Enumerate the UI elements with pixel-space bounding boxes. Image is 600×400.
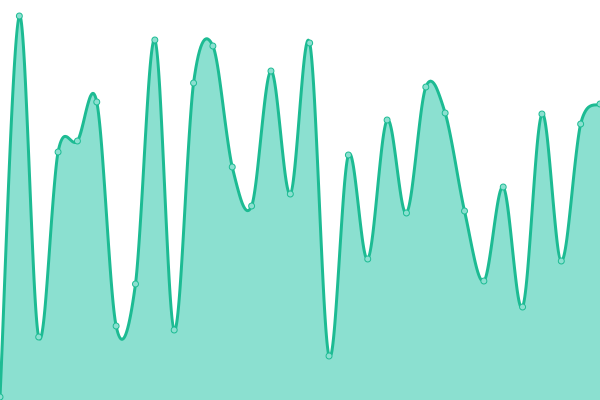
data-point-4: [73, 137, 81, 145]
data-point-24: [461, 207, 469, 215]
data-point-20: [383, 116, 391, 124]
data-point-29: [557, 257, 565, 265]
data-point-3: [54, 148, 62, 156]
data-point-6: [112, 322, 120, 330]
data-point-28: [538, 110, 546, 118]
data-point-16: [306, 39, 314, 47]
data-point-10: [190, 79, 198, 87]
data-point-30: [577, 120, 585, 128]
data-point-25: [480, 277, 488, 285]
data-point-8: [151, 36, 159, 44]
data-point-2: [35, 333, 43, 341]
data-point-22: [422, 83, 430, 91]
data-point-27: [519, 303, 527, 311]
data-point-31: [596, 100, 600, 108]
data-point-9: [170, 326, 178, 334]
data-point-13: [248, 202, 256, 210]
data-point-21: [402, 209, 410, 217]
data-point-11: [209, 42, 217, 50]
data-points: [0, 12, 600, 400]
data-point-19: [364, 255, 372, 263]
area-fill: [0, 15, 600, 400]
data-point-7: [131, 280, 139, 288]
data-point-17: [325, 352, 333, 360]
data-point-15: [286, 190, 294, 198]
series-line: [0, 14, 600, 398]
data-point-14: [267, 67, 275, 75]
data-point-23: [441, 109, 449, 117]
data-point-12: [228, 163, 236, 171]
data-point-1: [15, 12, 23, 20]
data-point-18: [344, 151, 352, 159]
data-point-26: [499, 183, 507, 191]
data-point-0: [0, 393, 4, 400]
data-point-5: [93, 98, 101, 106]
